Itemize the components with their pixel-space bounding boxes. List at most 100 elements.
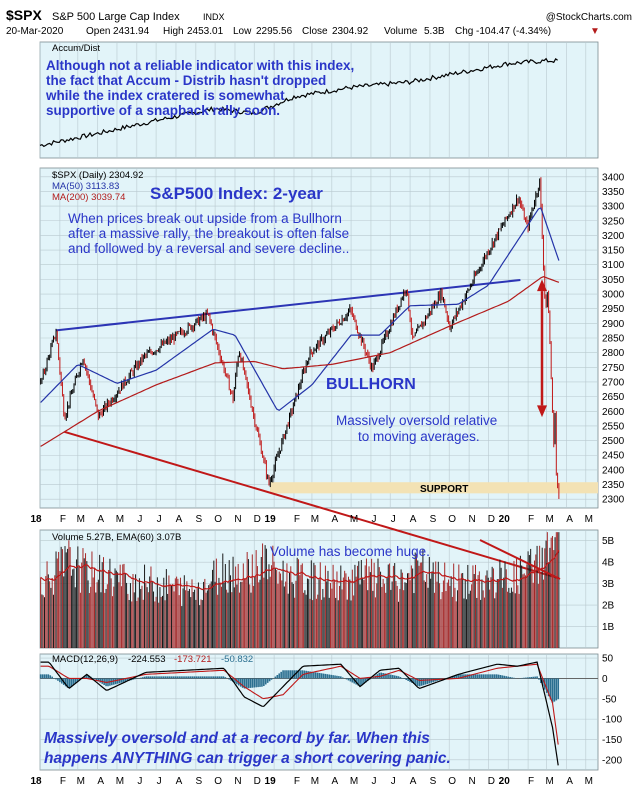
x-tick-label: 19 [265,776,277,787]
price-legend-spx: $SPX (Daily) 2304.92 [52,170,143,181]
x-tick-label: D [488,776,495,787]
volume-value: 5.3B [424,26,445,37]
y-tick-label: 3300 [602,202,625,213]
chart-title: S&P500 Index: 2-year [150,184,323,203]
x-tick-label: 18 [30,514,42,525]
x-tick-label: F [528,776,534,787]
y-tick-label: 2B [602,601,615,612]
x-tick-label: M [546,514,554,525]
bullhorn-note: When prices break out upside from a Bull… [68,211,349,256]
price-legend-ma50: MA(50) 3113.83 [52,181,119,192]
x-tick-label: 20 [499,514,511,525]
volume-note: Volume has become huge. [270,544,430,559]
y-tick-label: 2950 [602,304,625,315]
exchange: INDX [203,12,225,22]
price-legend-ma200: MA(200) 3039.74 [52,192,125,203]
arrow-up-icon [537,279,547,292]
watermark: @StockCharts.com [546,12,632,23]
y-tick-label: 2600 [602,407,625,418]
symbol: $SPX [6,7,42,23]
x-tick-label: J [157,514,162,525]
x-tick-label: 18 [30,776,42,787]
macd-legend-label: MACD(12,26,9) [52,654,118,665]
x-tick-label: M [311,514,319,525]
macd-legend-signal: -173.721 [174,654,212,665]
high-label: High [163,26,184,37]
chg-label: Chg [455,26,473,37]
x-tick-label: N [468,514,475,525]
x-tick-label: N [234,514,241,525]
volume-legend: Volume 5.27B, EMA(60) 3.07B [52,532,181,543]
y-tick-label: 1B [602,622,615,633]
x-tick-label: S [196,514,203,525]
x-tick-label: M [116,514,124,525]
y-tick-label: 2800 [602,348,625,359]
x-tick-label: F [60,514,66,525]
y-tick-label: 3200 [602,231,625,242]
bullhorn-note-line: after a massive rally, the breakout is o… [68,226,349,241]
oversold-note-line: to moving averages. [358,429,480,444]
lower-trendline-extension [479,539,561,580]
x-tick-label: A [566,514,573,525]
x-tick-label: A [97,514,104,525]
y-tick-label: 3350 [602,187,625,198]
x-tick-label: D [254,514,261,525]
x-tick-label: F [528,514,534,525]
chg-value: -104.47 (-4.34%) [476,26,551,37]
x-tick-label: O [214,776,222,787]
volume-label: Volume [384,26,418,37]
y-tick-label: 0 [602,674,608,685]
accum-dist-line [39,57,558,148]
y-tick-label: 3150 [602,246,625,257]
ma50-line [40,207,560,412]
y-tick-label: 3250 [602,216,625,227]
accum-note-line: supportive of a snapback rally soon. [46,103,280,118]
ma200-line [40,276,560,447]
y-tick-label: 3400 [602,172,625,183]
y-tick-label: 2700 [602,377,625,388]
y-tick-label: 2550 [602,421,625,432]
macd-signal-line [40,663,559,745]
x-tick-label: 20 [499,776,511,787]
upper-trendline [55,278,521,332]
bullhorn-label: BULLHORN [326,376,416,393]
x-tick-label: A [566,776,573,787]
close-label: Close [302,26,328,37]
y-tick-label: 50 [602,654,614,665]
x-tick-label: A [176,514,183,525]
x-tick-label: N [468,776,475,787]
x-tick-label: D [254,776,261,787]
lower-trendline [64,430,559,579]
plot-area: SUPPORT [39,57,598,766]
x-tick-label: F [60,776,66,787]
y-tick-label: 3B [602,579,615,590]
gridlines [39,42,598,770]
y-tick-label: 2850 [602,334,625,345]
x-tick-label: A [410,776,417,787]
support-label: SUPPORT [420,484,468,495]
accum-dist-legend-label: Accum/Dist [52,43,100,54]
chart-panels [39,41,599,771]
y-tick-label: 2300 [602,495,625,506]
price-legend: $SPX (Daily) 2304.92 MA(50) 3113.83 MA(2… [52,170,143,203]
accum-note-line: the fact that Accum - Distrib hasn't dro… [46,73,326,88]
y-tick-label: -100 [602,715,622,726]
x-tick-label: A [331,776,338,787]
low-label: Low [233,26,252,37]
y-tick-label: -200 [602,755,622,766]
y-tick-label: 2650 [602,392,625,403]
ohlc-row: 20-Mar-2020 Open 2431.94 High 2453.01 Lo… [6,26,600,37]
y-tick-label: 2350 [602,480,625,491]
x-tick-label: F [294,514,300,525]
macd-note-line: happens ANYTHING can trigger a short cov… [44,750,451,767]
panel-acc [39,41,599,159]
x-tick-label: O [448,776,456,787]
oversold-note: Massively oversold relative to moving av… [336,413,497,444]
y-tick-label: 3000 [602,290,625,301]
y-tick-label: 3050 [602,275,625,286]
y-tick-label: 3100 [602,260,625,271]
accum-dist-annotation: Although not a reliable indicator with t… [45,58,354,118]
x-tick-label: M [116,776,124,787]
y-tick-label: 2450 [602,451,625,462]
x-tick-label: M [350,514,358,525]
